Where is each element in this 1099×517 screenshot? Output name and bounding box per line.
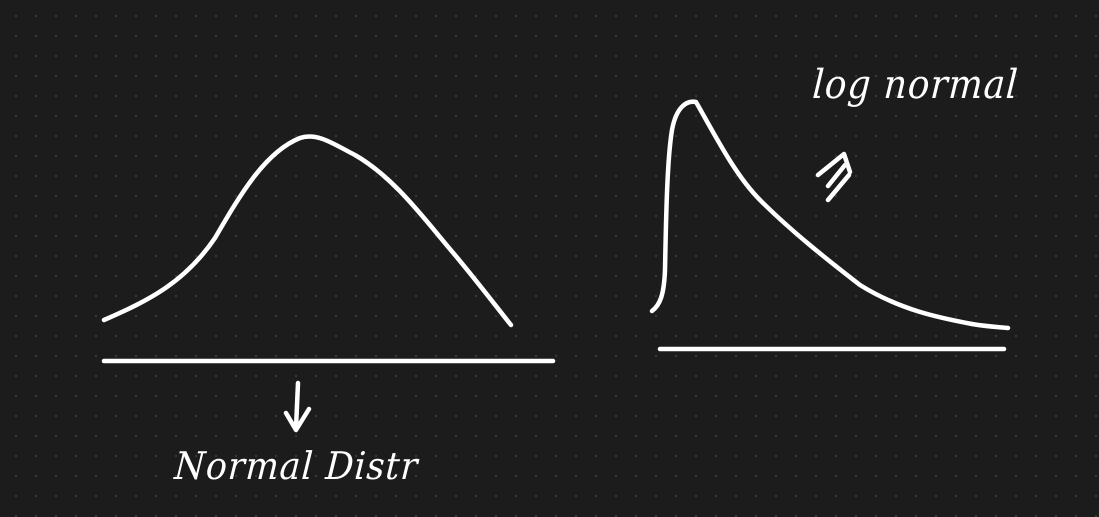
lognormal-label: log normal <box>811 62 1020 108</box>
down-arrow-icon <box>283 380 312 433</box>
double-up-arrow-icon <box>815 151 853 203</box>
normal-distribution-label: Normal Distr <box>173 444 420 488</box>
lognormal-curve <box>649 99 1011 331</box>
normal-curve <box>101 134 514 328</box>
